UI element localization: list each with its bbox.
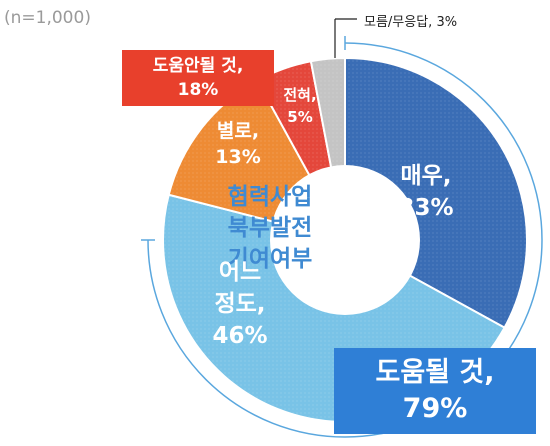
slice-label-somewhat: 어느 정도, 46% <box>190 256 290 352</box>
slice-label-very: 매우, 33% <box>376 160 476 224</box>
slice-label-not-much-value: 13% <box>215 146 261 168</box>
negative-summary-value: 18% <box>177 80 219 100</box>
positive-summary-box: 도움될 것, 79% <box>334 348 536 434</box>
chart-center-title: 협력사업 북부발전 기여여부 <box>200 182 340 275</box>
positive-summary-value: 79% <box>402 393 468 424</box>
center-title-line1: 협력사업 <box>227 184 313 210</box>
slice-label-not-at-all: 전혀, 5% <box>275 84 325 128</box>
positive-summary-label: 도움될 것, <box>375 357 495 388</box>
slice-label-not-at-all-value: 5% <box>287 108 313 126</box>
center-title-line3: 기여여부 <box>227 246 313 272</box>
slice-label-very-name: 매우, <box>400 163 452 189</box>
slice-label-very-value: 33% <box>398 195 454 221</box>
center-title-line2: 북부발전 <box>227 215 313 241</box>
negative-summary-label: 도움안될 것, <box>152 56 244 76</box>
negative-summary-box: 도움안될 것, 18% <box>122 50 274 106</box>
sample-size-note: (n=1,000) <box>4 8 91 28</box>
slice-label-not-much: 별로, 13% <box>198 118 278 170</box>
slice-label-somewhat-value: 46% <box>212 323 268 349</box>
donut-hole <box>270 165 420 315</box>
slice-label-somewhat-name2: 정도, <box>214 291 266 317</box>
slice-label-not-at-all-name: 전혀, <box>283 86 317 104</box>
no-answer-callout: 모름/무응답, 3% <box>364 15 458 30</box>
slice-label-somewhat-name1: 어느 <box>218 259 262 285</box>
slice-label-not-much-name: 별로, <box>216 120 260 142</box>
